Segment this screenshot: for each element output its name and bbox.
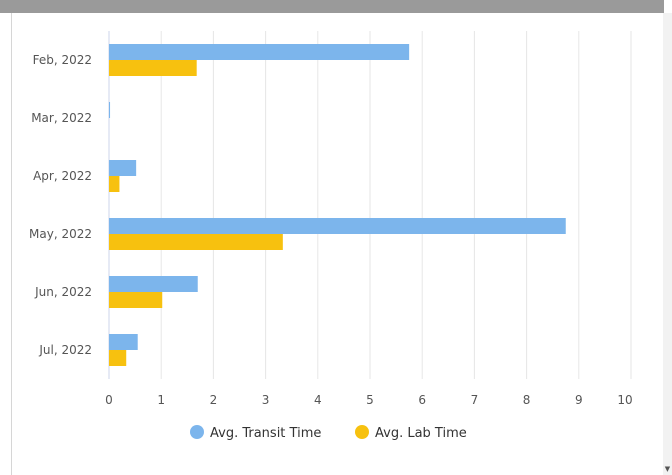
category-label: Mar, 2022 [31, 111, 92, 125]
bars [109, 44, 566, 366]
x-tick-label: 10 [617, 393, 632, 407]
scroll-down-icon[interactable]: ▼ [664, 465, 671, 473]
x-tick-label: 1 [157, 393, 165, 407]
legend-item-lab[interactable]: Avg. Lab Time [355, 425, 467, 441]
category-label: Jul, 2022 [38, 343, 92, 357]
legend-marker-icon [190, 425, 204, 439]
legend-item-transit[interactable]: Avg. Transit Time [190, 425, 321, 441]
window-title-bar [0, 0, 664, 13]
x-tick-label: 6 [418, 393, 426, 407]
x-tick-label: 8 [523, 393, 531, 407]
bar-transit-5[interactable] [109, 334, 138, 350]
x-tick-labels: 0 1 2 3 4 5 6 7 8 9 10 [105, 393, 632, 407]
category-labels: Feb, 2022 Mar, 2022 Apr, 2022 May, 2022 Jun,… [29, 53, 92, 357]
bar-transit-1[interactable] [109, 102, 111, 118]
bar-lab-0[interactable] [109, 60, 197, 76]
legend-label: Avg. Transit Time [210, 426, 321, 441]
category-label: May, 2022 [29, 227, 92, 241]
x-tick-label: 2 [210, 393, 218, 407]
bar-lab-4[interactable] [109, 292, 163, 308]
legend-marker-icon [355, 425, 369, 439]
vertical-scrollbar[interactable]: ▼ [663, 13, 672, 475]
bar-transit-2[interactable] [109, 160, 137, 176]
legend-label: Avg. Lab Time [375, 426, 467, 441]
bar-transit-3[interactable] [109, 218, 566, 234]
x-tick-label: 3 [262, 393, 270, 407]
category-label: Jun, 2022 [34, 285, 92, 299]
category-label: Apr, 2022 [33, 169, 92, 183]
bar-transit-4[interactable] [109, 276, 198, 292]
x-tick-label: 5 [366, 393, 374, 407]
category-label: Feb, 2022 [33, 53, 92, 67]
x-tick-label: 7 [471, 393, 479, 407]
grid-lines [108, 31, 632, 379]
legend: Avg. Transit Time Avg. Lab Time [190, 425, 467, 441]
x-tick-label: 0 [105, 393, 113, 407]
bar-lab-5[interactable] [109, 350, 127, 366]
bar-transit-0[interactable] [109, 44, 410, 60]
bar-lab-3[interactable] [109, 234, 283, 250]
bar-lab-2[interactable] [109, 176, 120, 192]
x-tick-label: 4 [314, 393, 322, 407]
x-tick-label: 9 [575, 393, 583, 407]
